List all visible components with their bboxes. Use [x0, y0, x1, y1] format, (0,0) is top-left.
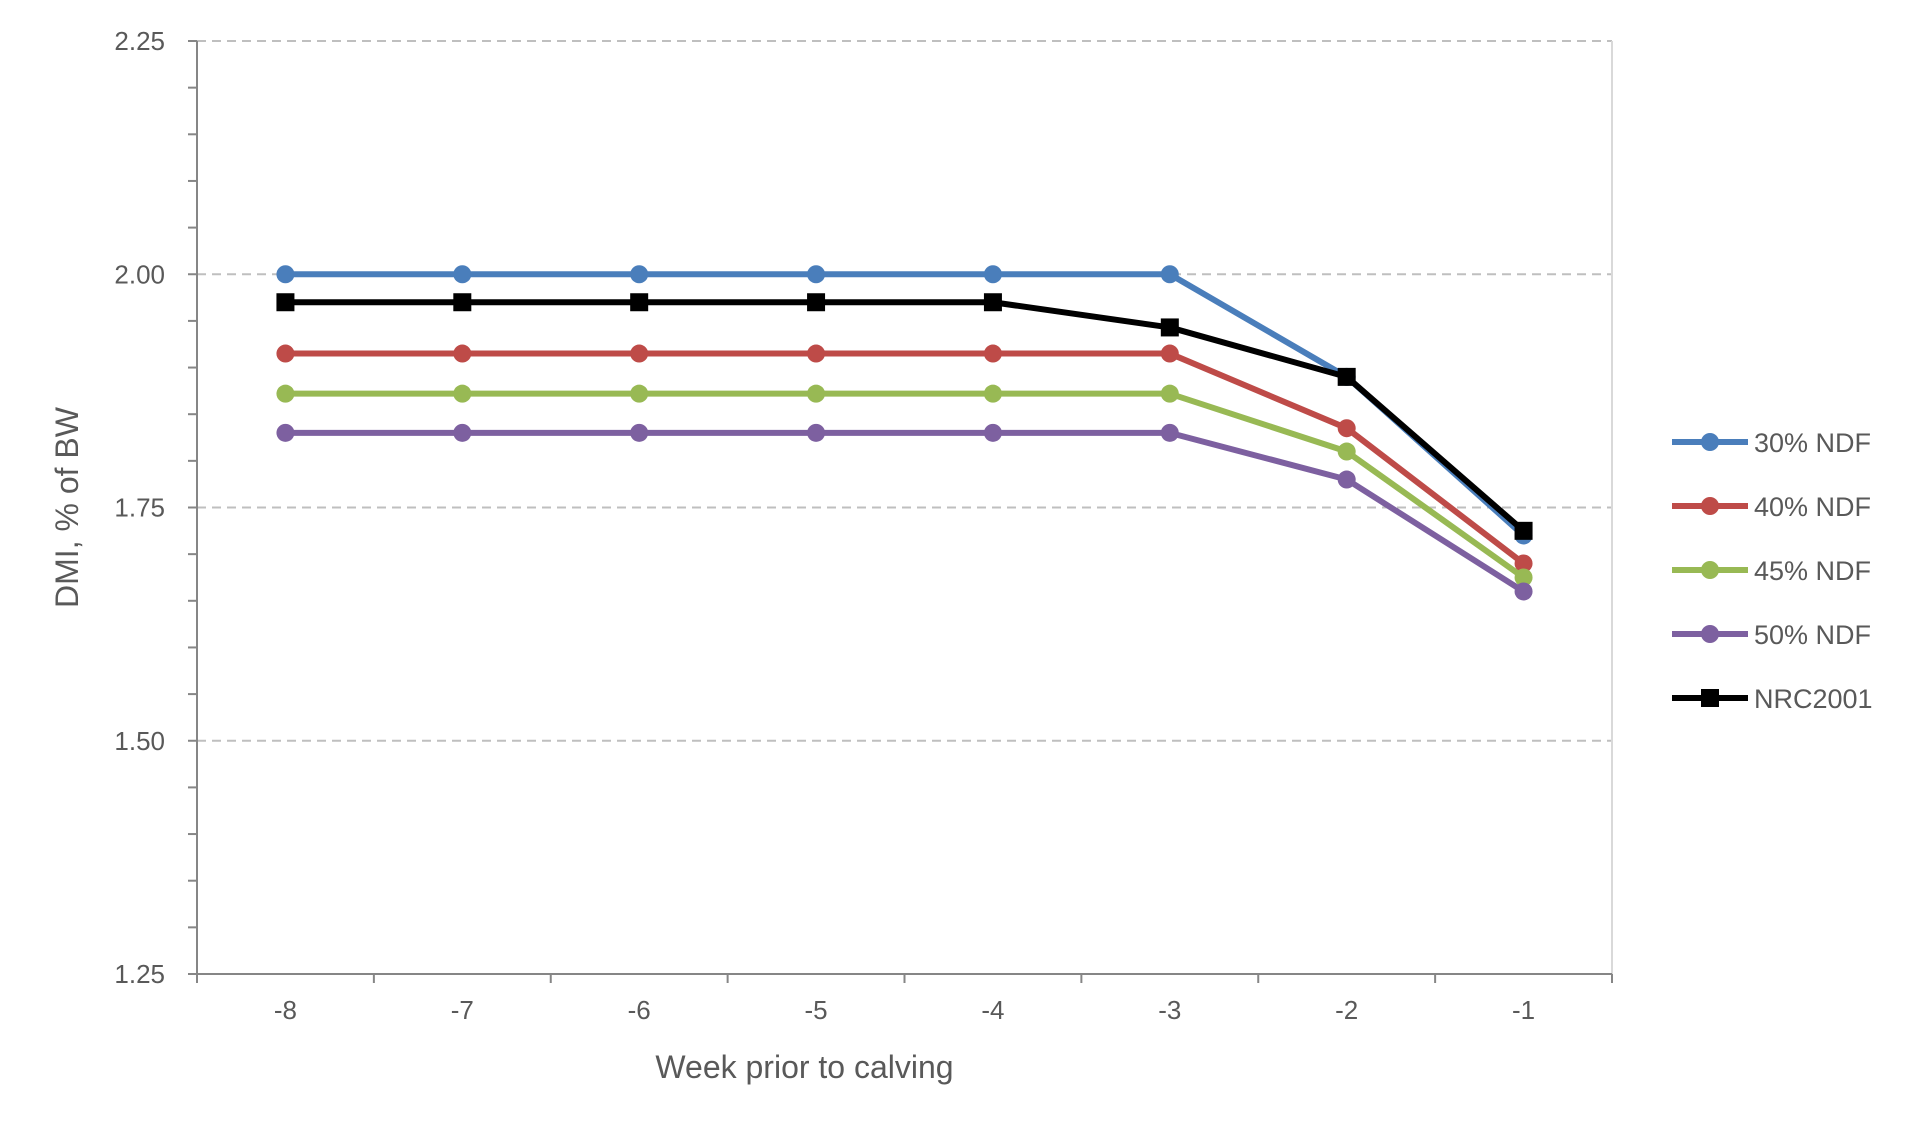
legend-label: 50% NDF	[1754, 620, 1871, 650]
data-point	[807, 265, 826, 284]
axes	[188, 40, 1613, 983]
data-point	[1337, 442, 1356, 461]
legend-item-30-ndf: 30% NDF	[1672, 428, 1871, 458]
data-point	[807, 344, 826, 363]
legend-label: 40% NDF	[1754, 492, 1871, 522]
data-point	[983, 344, 1002, 363]
legend-marker	[1701, 497, 1719, 515]
data-point	[453, 423, 472, 442]
x-tick-label: -8	[274, 995, 297, 1025]
y-axis-title: DMI, % of BW	[49, 406, 85, 608]
legend-marker	[1701, 433, 1719, 451]
data-point	[1514, 521, 1533, 540]
data-point	[276, 423, 295, 442]
y-tick-labels: 1.25 1.50 1.75 2.00 2.25	[114, 26, 165, 989]
series-nrc2001	[276, 293, 1533, 540]
data-point	[983, 265, 1002, 284]
data-point	[807, 423, 826, 442]
y-tick-label: 1.50	[114, 726, 165, 756]
data-point	[276, 265, 295, 284]
data-point	[1160, 384, 1179, 403]
y-tick-label: 2.00	[114, 259, 165, 289]
data-point	[453, 265, 472, 284]
x-tick-label: -2	[1335, 995, 1358, 1025]
series	[276, 265, 1533, 601]
data-point	[453, 293, 472, 312]
series-line	[282, 350, 1527, 567]
data-point	[1160, 344, 1179, 363]
data-point	[630, 384, 649, 403]
legend-label: 30% NDF	[1754, 428, 1871, 458]
data-point	[983, 293, 1002, 312]
data-point	[807, 384, 826, 403]
data-point	[630, 344, 649, 363]
data-point	[276, 384, 295, 403]
series-line	[282, 429, 1527, 595]
x-tick-label: -1	[1512, 995, 1535, 1025]
data-point	[1514, 582, 1533, 601]
data-point	[1160, 318, 1179, 337]
legend-marker	[1701, 689, 1719, 707]
legend-item-nrc2001: NRC2001	[1672, 684, 1873, 714]
x-tick-label: -5	[805, 995, 828, 1025]
y-tick-label: 1.25	[114, 959, 165, 989]
x-tick-labels: -8 -7 -6 -5 -4 -3 -2 -1	[274, 995, 1535, 1025]
legend-label: NRC2001	[1754, 684, 1873, 714]
data-point	[983, 423, 1002, 442]
series-45-ndf	[276, 384, 1533, 587]
series-line	[282, 271, 1527, 539]
x-tick-label: -6	[628, 995, 651, 1025]
series-40-ndf	[276, 344, 1533, 573]
y-tick-label: 2.25	[114, 26, 165, 56]
data-point	[276, 293, 295, 312]
series-50-ndf	[276, 423, 1533, 601]
data-point	[1160, 265, 1179, 284]
legend-item-50-ndf: 50% NDF	[1672, 620, 1871, 650]
data-point	[1160, 423, 1179, 442]
x-axis-title: Week prior to calving	[655, 1049, 953, 1085]
legend-item-45-ndf: 45% NDF	[1672, 556, 1871, 586]
data-point	[1514, 568, 1533, 587]
series-line	[282, 390, 1527, 581]
series-line	[282, 299, 1527, 534]
data-point	[1337, 419, 1356, 438]
x-tick-label: -3	[1158, 995, 1181, 1025]
legend-label: 45% NDF	[1754, 556, 1871, 586]
data-point	[630, 423, 649, 442]
data-point	[276, 344, 295, 363]
data-point	[1337, 470, 1356, 489]
data-point	[453, 344, 472, 363]
data-point	[630, 265, 649, 284]
legend-marker	[1701, 561, 1719, 579]
legend: 30% NDF 40% NDF 45% NDF 50% NDF NRC2001	[1672, 428, 1873, 714]
data-point	[807, 293, 826, 312]
data-point	[1337, 367, 1356, 386]
data-point	[983, 384, 1002, 403]
data-point	[453, 384, 472, 403]
data-point	[1514, 554, 1533, 573]
y-tick-label: 1.75	[114, 493, 165, 523]
legend-marker	[1701, 625, 1719, 643]
data-point	[630, 293, 649, 312]
legend-item-40-ndf: 40% NDF	[1672, 492, 1871, 522]
x-tick-label: -4	[981, 995, 1004, 1025]
x-tick-label: -7	[451, 995, 474, 1025]
